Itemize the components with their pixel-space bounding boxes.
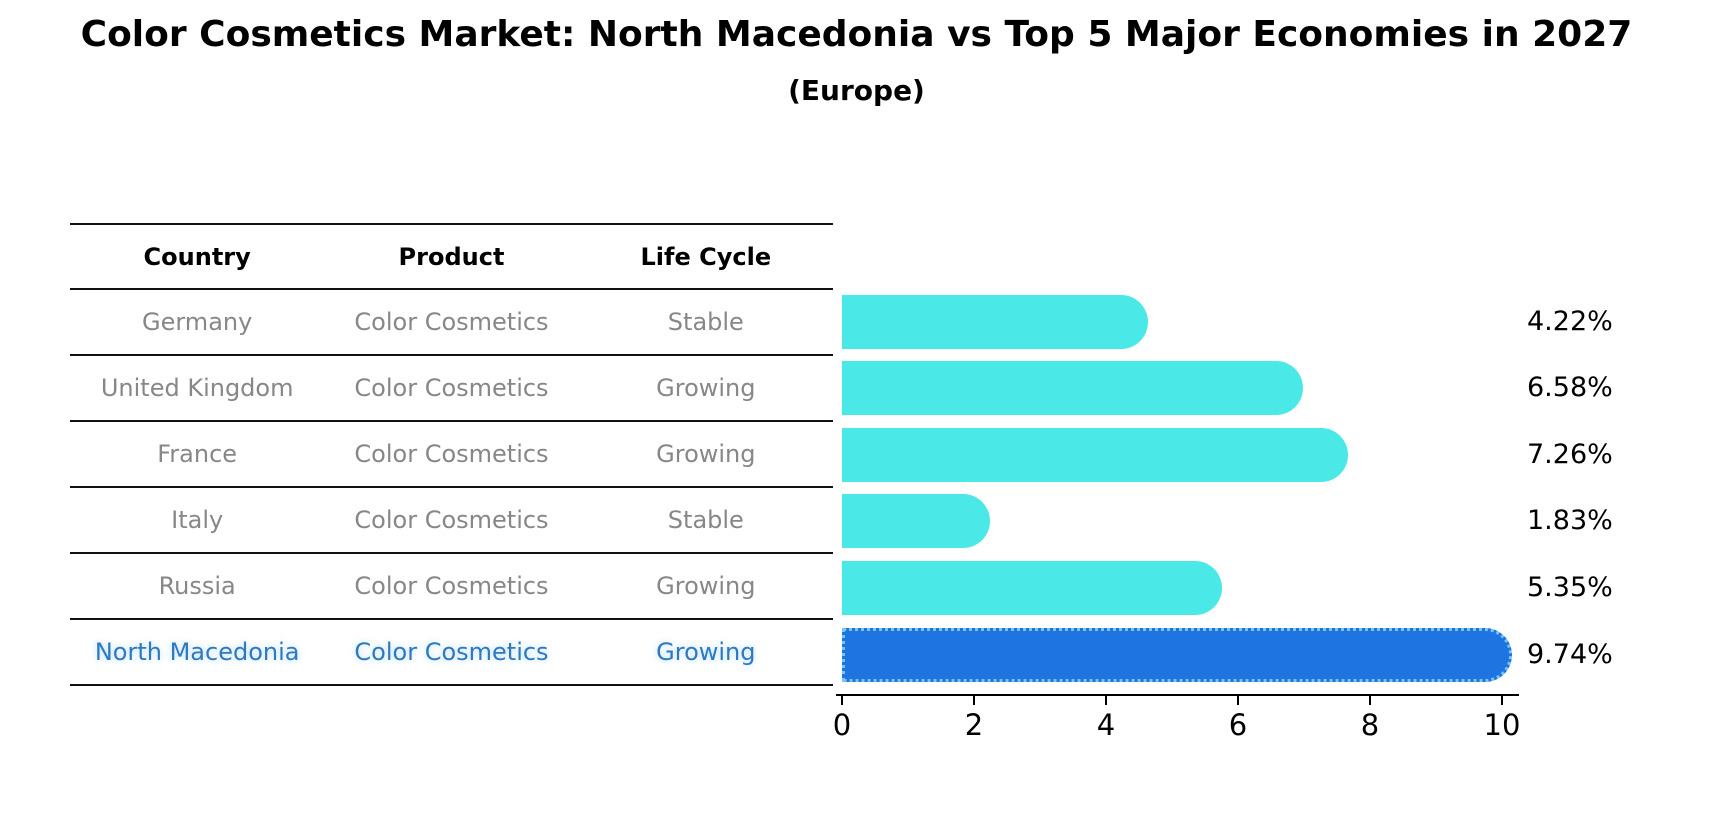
life-cycle-cell: Growing [656, 440, 756, 468]
table-row-north-macedonia: North Macedonia Color Cosmetics Growing [70, 620, 833, 686]
life-cycle-cell: Growing [656, 572, 756, 600]
x-tick [973, 696, 975, 705]
country-cell: France [157, 440, 238, 468]
country-cell: North Macedonia [94, 638, 300, 666]
country-table: Country Product Life Cycle Germany Color… [70, 223, 833, 686]
chart-title: Color Cosmetics Market: North Macedonia … [80, 14, 1633, 55]
table-row-italy: Italy Color Cosmetics Stable [70, 488, 833, 554]
product-cell: Color Cosmetics [354, 572, 549, 600]
bar-united-kingdom [842, 361, 1304, 415]
product-cell: Color Cosmetics [354, 506, 549, 534]
country-cell: United Kingdom [100, 374, 294, 402]
x-tick [841, 696, 843, 705]
x-tick-label: 10 [1483, 708, 1521, 742]
column-header-life-cycle: Life Cycle [640, 242, 772, 271]
product-cell: Color Cosmetics [354, 440, 549, 468]
x-tick-label: 4 [1096, 708, 1116, 742]
product-cell: Color Cosmetics [354, 308, 549, 336]
life-cycle-cell: Growing [656, 638, 756, 666]
value-label: 5.35% [1527, 572, 1613, 603]
x-tick [1105, 696, 1107, 705]
country-cell: Russia [158, 572, 236, 600]
table-row-united-kingdom: United Kingdom Color Cosmetics Growing [70, 356, 833, 422]
column-header-country: Country [143, 242, 251, 271]
x-tick [1237, 696, 1239, 705]
value-label: 9.74% [1527, 639, 1613, 670]
chart-subtitle: (Europe) [788, 74, 925, 107]
column-header-product: Product [398, 242, 505, 271]
table-header-row: Country Product Life Cycle [70, 225, 833, 290]
table-row-russia: Russia Color Cosmetics Growing [70, 554, 833, 620]
bar-germany [842, 295, 1148, 349]
country-cell: Italy [171, 506, 224, 534]
x-tick-label: 0 [832, 708, 852, 742]
x-tick [1369, 696, 1371, 705]
x-tick-label: 6 [1228, 708, 1248, 742]
x-tick-label: 2 [964, 708, 984, 742]
bar-russia [842, 561, 1223, 615]
x-tick-label: 8 [1360, 708, 1380, 742]
life-cycle-cell: Stable [667, 506, 744, 534]
table-row-france: France Color Cosmetics Growing [70, 422, 833, 488]
bar-italy [842, 494, 990, 548]
table-row-germany: Germany Color Cosmetics Stable [70, 290, 833, 356]
bar-north-macedonia [842, 628, 1512, 682]
life-cycle-cell: Stable [667, 308, 744, 336]
country-cell: Germany [142, 308, 253, 336]
product-cell: Color Cosmetics [354, 374, 549, 402]
x-tick [1501, 696, 1503, 705]
value-label: 7.26% [1527, 439, 1613, 470]
product-cell: Color Cosmetics [354, 638, 549, 666]
x-axis-line [836, 694, 1519, 696]
value-label: 6.58% [1527, 372, 1613, 403]
bar-france [842, 428, 1349, 482]
value-label: 4.22% [1527, 306, 1613, 337]
life-cycle-cell: Growing [656, 374, 756, 402]
value-label: 1.83% [1527, 505, 1613, 536]
